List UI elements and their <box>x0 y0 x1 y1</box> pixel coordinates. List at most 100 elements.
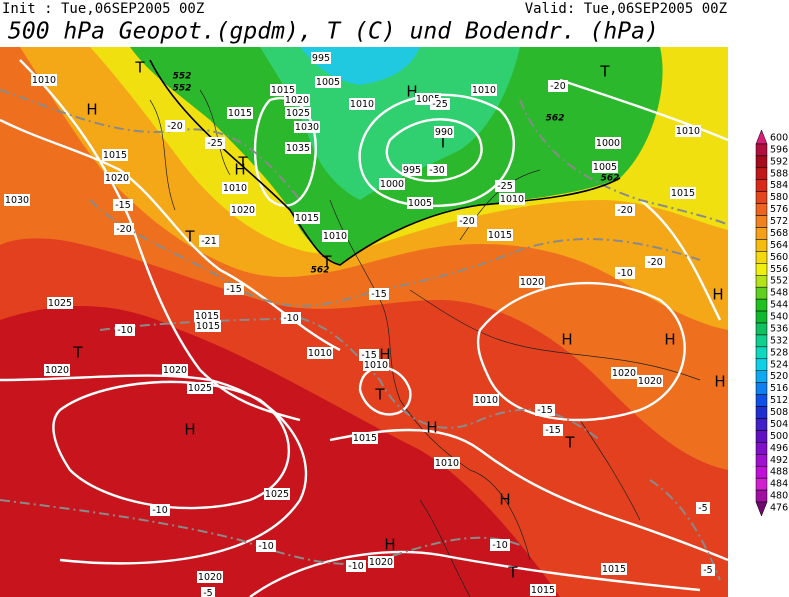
isobar-label-box <box>352 432 378 444</box>
isobar <box>52 380 291 510</box>
temperature-label-box <box>645 256 665 268</box>
isobar-label: 995 <box>403 165 421 176</box>
temperature-label-box <box>701 564 715 576</box>
colorbar-swatch <box>755 155 768 169</box>
isobar-label: 1005 <box>316 77 340 88</box>
isobar-label: 1000 <box>380 179 404 190</box>
temperature-label: -10 <box>258 541 274 552</box>
temperature-label: -15 <box>545 425 561 436</box>
isobar-label: 1015 <box>295 213 319 224</box>
isobar-label: 1015 <box>271 85 295 96</box>
colorbar-swatch <box>755 382 768 395</box>
colorbar-swatch <box>755 227 768 240</box>
colorbar-swatch <box>755 129 768 145</box>
colorbar-label: 572 <box>770 216 788 227</box>
temperature-label: -10 <box>117 325 133 336</box>
colorbar-swatch <box>755 358 768 371</box>
geopotential-label: 562 <box>601 174 620 184</box>
colorbar-label: 596 <box>770 144 788 155</box>
temperature-label-box <box>224 283 244 295</box>
colorbar-swatch <box>755 239 768 252</box>
temperature-label-box <box>535 404 555 416</box>
isobar-label-box <box>315 76 341 88</box>
isobar-label-box <box>227 107 253 119</box>
temperature-label-box <box>457 215 477 227</box>
colorbar-swatch <box>755 477 768 491</box>
colorbar-swatch <box>755 310 768 324</box>
isobar-label-box <box>379 178 405 190</box>
pressure-center: T <box>437 134 448 152</box>
isobar <box>385 118 483 183</box>
isobar-label: 1015 <box>228 108 252 119</box>
temperature-label-box <box>205 137 225 149</box>
temperature-label-box <box>543 424 563 436</box>
pressure-center: H <box>561 331 572 349</box>
isobar-label-box <box>284 94 310 106</box>
temperature-label-box <box>369 288 389 300</box>
isobar-label-box <box>44 364 70 376</box>
temperature-label-box <box>113 199 133 211</box>
isobar-label-box <box>47 297 73 309</box>
geopotential-contour <box>149 59 621 266</box>
temperature-label-box <box>495 180 515 192</box>
temperature-label: -30 <box>429 165 445 176</box>
colorbar-swatch <box>755 179 768 192</box>
isobar-label-box <box>368 556 394 568</box>
isobar-label: 1015 <box>103 150 127 161</box>
colorbar-swatch <box>755 298 768 312</box>
colorbar-swatch <box>755 286 768 300</box>
isobar-label-box <box>487 229 513 241</box>
geopotential-label: 562 <box>311 266 330 276</box>
colorbar-swatch <box>755 442 768 455</box>
colorbar-swatch <box>755 215 768 228</box>
temperature-label: -25 <box>432 99 448 110</box>
pressure-center: H <box>664 331 675 349</box>
colorbar-label: 484 <box>770 479 788 490</box>
pressure-center: T <box>599 63 610 81</box>
colorbar-swatch <box>755 275 768 288</box>
isobar-label: 1020 <box>163 365 187 376</box>
isobar-label: 1030 <box>295 122 319 133</box>
geopotential-label: 562 <box>546 114 565 124</box>
isobar-label-box <box>322 230 348 242</box>
isobar-label-box <box>530 584 556 596</box>
temperature-label-box <box>281 312 301 324</box>
isobar <box>559 78 728 142</box>
isobar-label-box <box>162 364 188 376</box>
isobar <box>476 282 686 422</box>
colorbar: 6005965925885845805765725685645605565525… <box>755 129 788 517</box>
colorbar-label: 560 <box>770 252 788 263</box>
isobar-label: 1010 <box>323 231 347 242</box>
isobar-label-box <box>230 204 256 216</box>
isobar-label-box <box>592 161 618 173</box>
temperature-label-box <box>615 204 635 216</box>
isobar-label: 1015 <box>488 230 512 241</box>
temperature-label: -15 <box>226 284 242 295</box>
isobar-label-box <box>294 121 320 133</box>
colorbar-label: 504 <box>770 419 788 430</box>
geopotential-label: 552 <box>173 84 192 94</box>
isobar-label-box <box>519 276 545 288</box>
temperature-label-box <box>696 502 710 514</box>
temperature-label-box <box>199 235 219 247</box>
isobar-label: 1015 <box>195 311 219 322</box>
isobar-label: 1020 <box>198 572 222 583</box>
colorbar-label: 524 <box>770 359 788 370</box>
colorbar-label: 556 <box>770 264 788 275</box>
isobar-label: 1025 <box>188 383 212 394</box>
pressure-center: T <box>184 228 195 246</box>
colorbar-label: 568 <box>770 228 788 239</box>
isobar-label: 1025 <box>48 298 72 309</box>
pressure-center: T <box>72 344 83 362</box>
temperature-label: -10 <box>617 268 633 279</box>
isobar-label-box <box>611 367 637 379</box>
isobar <box>19 59 301 422</box>
isobar <box>329 428 728 562</box>
temperature-label: -20 <box>167 121 183 132</box>
isobar <box>0 118 341 352</box>
colorbar-swatch <box>755 191 768 204</box>
colorbar-label: 536 <box>770 323 788 334</box>
colorbar-swatch <box>755 501 768 517</box>
isobar-label: 1020 <box>105 173 129 184</box>
pressure-center: T <box>507 564 518 582</box>
